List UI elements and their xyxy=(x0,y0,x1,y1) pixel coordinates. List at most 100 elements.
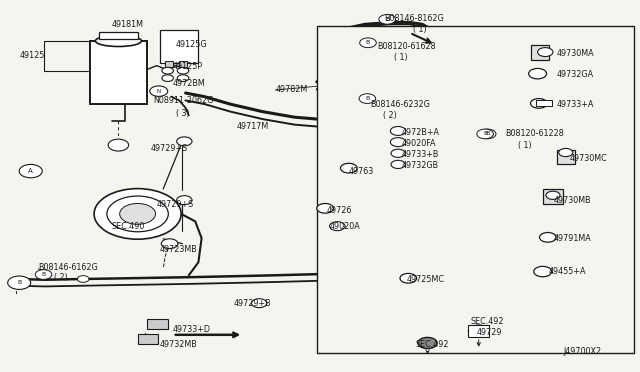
Circle shape xyxy=(538,48,553,57)
Circle shape xyxy=(359,94,376,103)
Text: 49733+D: 49733+D xyxy=(173,325,211,334)
Text: 49730MB: 49730MB xyxy=(554,196,591,205)
Circle shape xyxy=(477,129,493,139)
Circle shape xyxy=(8,276,31,289)
Circle shape xyxy=(531,99,547,108)
Text: 49020FA: 49020FA xyxy=(402,139,436,148)
Text: ( 3): ( 3) xyxy=(176,109,189,118)
Bar xyxy=(165,61,173,67)
Circle shape xyxy=(162,67,173,74)
Circle shape xyxy=(161,239,178,248)
Text: B08120-61228: B08120-61228 xyxy=(506,129,564,138)
Text: N08911-2062G: N08911-2062G xyxy=(154,96,214,105)
Text: ( 1): ( 1) xyxy=(394,53,407,62)
Text: ( 2): ( 2) xyxy=(54,273,68,282)
Text: 49730MC: 49730MC xyxy=(570,154,607,163)
Text: 4972B+A: 4972B+A xyxy=(402,128,440,137)
Circle shape xyxy=(534,266,552,277)
Text: 49732MB: 49732MB xyxy=(160,340,198,349)
Text: 49181M: 49181M xyxy=(112,20,144,29)
Circle shape xyxy=(390,138,406,147)
Bar xyxy=(468,325,489,337)
Bar xyxy=(543,189,563,204)
Text: B: B xyxy=(365,96,369,101)
Text: 49020A: 49020A xyxy=(330,222,360,231)
Text: 49717M: 49717M xyxy=(237,122,269,131)
Bar xyxy=(147,319,168,329)
Text: SEC.492: SEC.492 xyxy=(470,317,504,326)
Bar xyxy=(317,26,634,353)
Circle shape xyxy=(107,196,168,232)
Circle shape xyxy=(540,232,556,242)
Text: ( 1): ( 1) xyxy=(518,141,532,150)
Text: 49782M: 49782M xyxy=(275,85,307,94)
Text: 4972BM: 4972BM xyxy=(173,79,205,88)
Circle shape xyxy=(418,337,437,349)
Bar xyxy=(90,41,147,104)
Text: 49455+A: 49455+A xyxy=(548,267,586,276)
Circle shape xyxy=(317,203,333,213)
Bar xyxy=(531,45,549,60)
Text: ( 1): ( 1) xyxy=(413,25,426,34)
Text: B: B xyxy=(486,131,490,137)
Text: B: B xyxy=(366,40,370,45)
Circle shape xyxy=(35,270,52,279)
Text: 49763: 49763 xyxy=(349,167,374,176)
Text: 49732GB: 49732GB xyxy=(402,161,439,170)
Circle shape xyxy=(177,75,189,81)
Circle shape xyxy=(559,148,573,157)
Circle shape xyxy=(400,273,417,283)
Text: 49723MB: 49723MB xyxy=(160,245,198,254)
Text: 49729+S: 49729+S xyxy=(157,200,194,209)
Circle shape xyxy=(77,276,89,282)
Circle shape xyxy=(546,191,560,199)
Text: 49733+B: 49733+B xyxy=(402,150,439,159)
Bar xyxy=(138,334,158,344)
Circle shape xyxy=(19,164,42,178)
Text: SEC.492: SEC.492 xyxy=(416,340,449,349)
Text: 49729+S: 49729+S xyxy=(150,144,188,153)
Text: B: B xyxy=(17,280,21,285)
Text: N: N xyxy=(157,89,161,94)
Circle shape xyxy=(177,196,192,205)
Text: 49791MA: 49791MA xyxy=(554,234,591,243)
Text: J49700X2: J49700X2 xyxy=(563,347,602,356)
Bar xyxy=(160,30,198,63)
Text: B08146-8162G: B08146-8162G xyxy=(384,14,444,23)
Text: B: B xyxy=(42,272,45,277)
Text: B08146-6162G: B08146-6162G xyxy=(38,263,98,272)
Text: 49125G: 49125G xyxy=(176,40,207,49)
Text: 49125P: 49125P xyxy=(173,62,203,71)
Circle shape xyxy=(479,129,496,139)
Circle shape xyxy=(252,299,267,308)
Text: 49730MA: 49730MA xyxy=(557,49,595,58)
Text: B: B xyxy=(385,17,389,22)
Circle shape xyxy=(391,149,405,157)
Circle shape xyxy=(360,38,376,48)
Circle shape xyxy=(162,75,173,81)
Text: 49729+B: 49729+B xyxy=(234,299,271,308)
Circle shape xyxy=(468,325,489,337)
Circle shape xyxy=(379,15,396,24)
Text: SEC.490: SEC.490 xyxy=(112,222,145,231)
Text: 49729: 49729 xyxy=(477,328,502,337)
Text: 49732GA: 49732GA xyxy=(557,70,594,79)
Text: B: B xyxy=(483,131,487,137)
Circle shape xyxy=(150,86,168,96)
Circle shape xyxy=(340,163,357,173)
Text: B08146-6232G: B08146-6232G xyxy=(370,100,430,109)
Circle shape xyxy=(108,139,129,151)
Bar xyxy=(99,32,138,39)
Circle shape xyxy=(390,126,406,135)
Text: 49726: 49726 xyxy=(326,206,352,215)
Ellipse shape xyxy=(95,35,141,46)
Circle shape xyxy=(177,137,192,146)
Circle shape xyxy=(391,160,405,169)
Circle shape xyxy=(120,203,156,224)
Text: A: A xyxy=(28,168,33,174)
Text: 49725MC: 49725MC xyxy=(406,275,444,283)
Circle shape xyxy=(330,222,345,231)
Bar xyxy=(536,100,552,106)
Bar xyxy=(179,61,187,67)
Text: ( 2): ( 2) xyxy=(383,111,396,120)
